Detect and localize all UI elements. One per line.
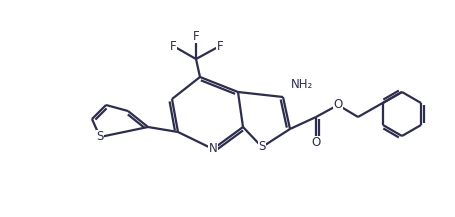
Text: F: F <box>192 30 199 43</box>
Text: NH₂: NH₂ <box>290 79 313 92</box>
Text: O: O <box>311 136 320 150</box>
Text: N: N <box>208 143 217 156</box>
Text: F: F <box>216 41 223 54</box>
Text: S: S <box>258 140 265 153</box>
Text: O: O <box>333 99 342 112</box>
Text: S: S <box>96 130 103 143</box>
Text: F: F <box>169 41 176 54</box>
